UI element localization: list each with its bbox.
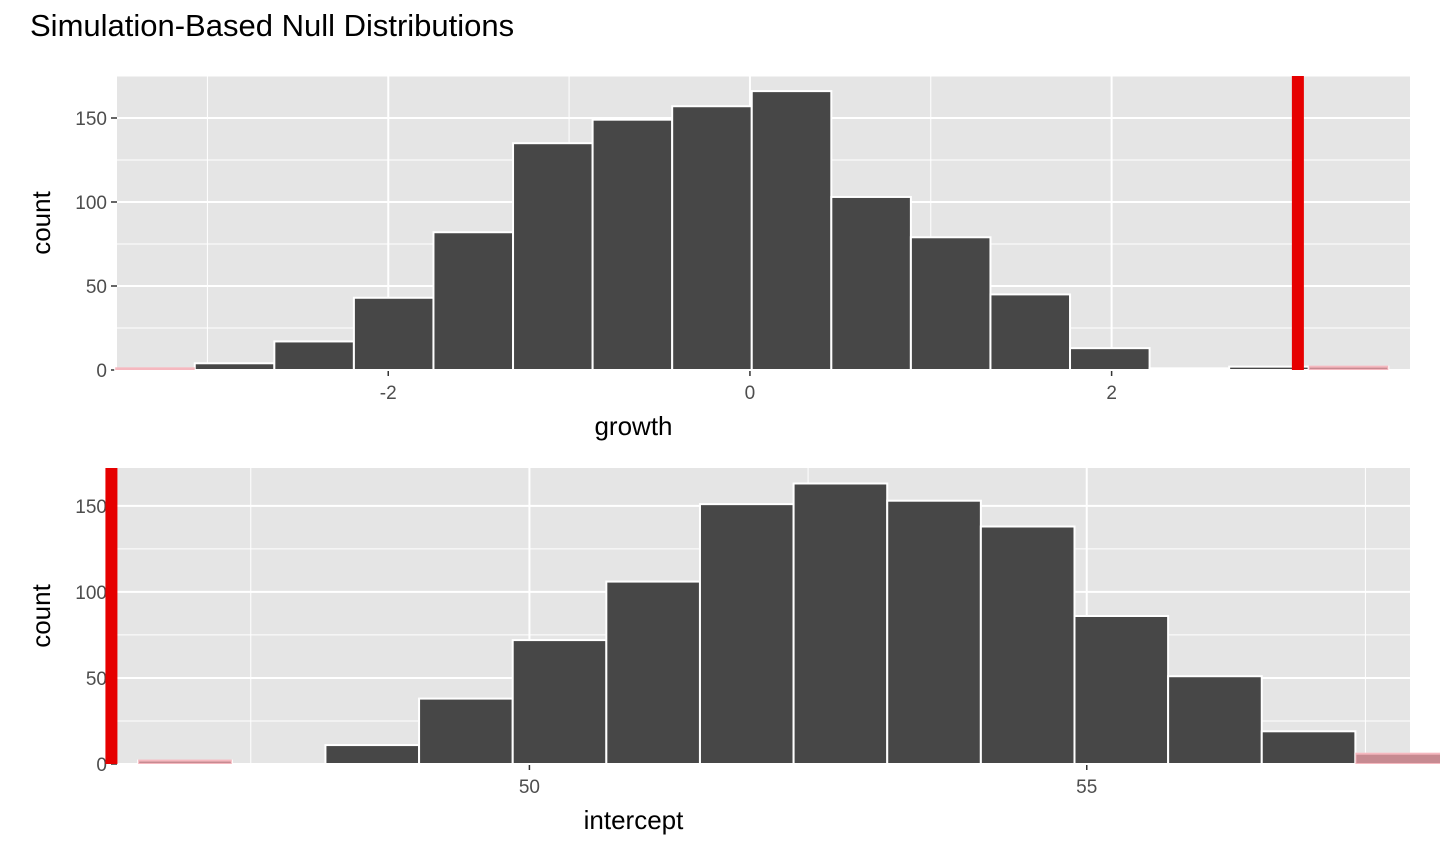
histogram-bar (792, 482, 889, 765)
y-tick-label: 50 (86, 669, 107, 690)
histogram-bar (352, 296, 435, 372)
shaded-tail-bin (1355, 752, 1440, 764)
histogram-bar (273, 340, 355, 372)
histogram-bar (605, 580, 701, 766)
y-tick-label: 100 (75, 583, 107, 604)
histogram-bar (989, 293, 1072, 371)
histogram-bar (1167, 675, 1263, 765)
histogram-bar (193, 362, 276, 371)
histogram-bar (1069, 347, 1151, 372)
y-tick-label: 0 (96, 361, 107, 382)
observed-statistic-line (1291, 76, 1304, 370)
y-axis-title: count (26, 190, 56, 254)
histogram-bar (671, 105, 753, 372)
histogram-bar (1260, 730, 1357, 765)
histogram-bar (886, 499, 982, 765)
x-tick-label: 2 (1106, 383, 1117, 404)
y-tick-label: 50 (86, 277, 107, 298)
y-tick-label: 100 (75, 193, 107, 214)
x-tick-label: 50 (519, 777, 540, 798)
histogram-bar (418, 697, 514, 766)
x-tick-label: 0 (745, 383, 756, 404)
shaded-tail-bin (138, 759, 232, 764)
histogram-bar (698, 503, 795, 765)
x-axis-title: growth (594, 411, 672, 441)
histogram-bar (909, 236, 992, 371)
page-title: Simulation-Based Null Distributions (30, 8, 515, 43)
y-tick-label: 150 (75, 497, 107, 518)
histogram-bar (750, 90, 833, 372)
observed-statistic-line (105, 468, 118, 764)
shaded-tail-bin (115, 367, 195, 370)
histogram-bar (511, 639, 608, 765)
y-tick-label: 0 (96, 755, 107, 776)
y-axis-title: count (26, 583, 56, 647)
x-axis-title: intercept (584, 805, 684, 835)
histogram-bar (324, 744, 421, 765)
histogram-bar (512, 142, 594, 371)
x-tick-label: -2 (380, 383, 397, 404)
y-tick-label: 150 (75, 109, 107, 130)
histogram-bar (432, 231, 515, 371)
histogram-bar (979, 525, 1076, 766)
histogram-bar (591, 118, 674, 372)
histogram-bar (1148, 367, 1231, 372)
x-tick-label: 55 (1076, 777, 1097, 798)
histogram-bar (1073, 615, 1170, 765)
histogram-bar (830, 195, 912, 371)
shaded-tail-bin (1308, 365, 1389, 370)
